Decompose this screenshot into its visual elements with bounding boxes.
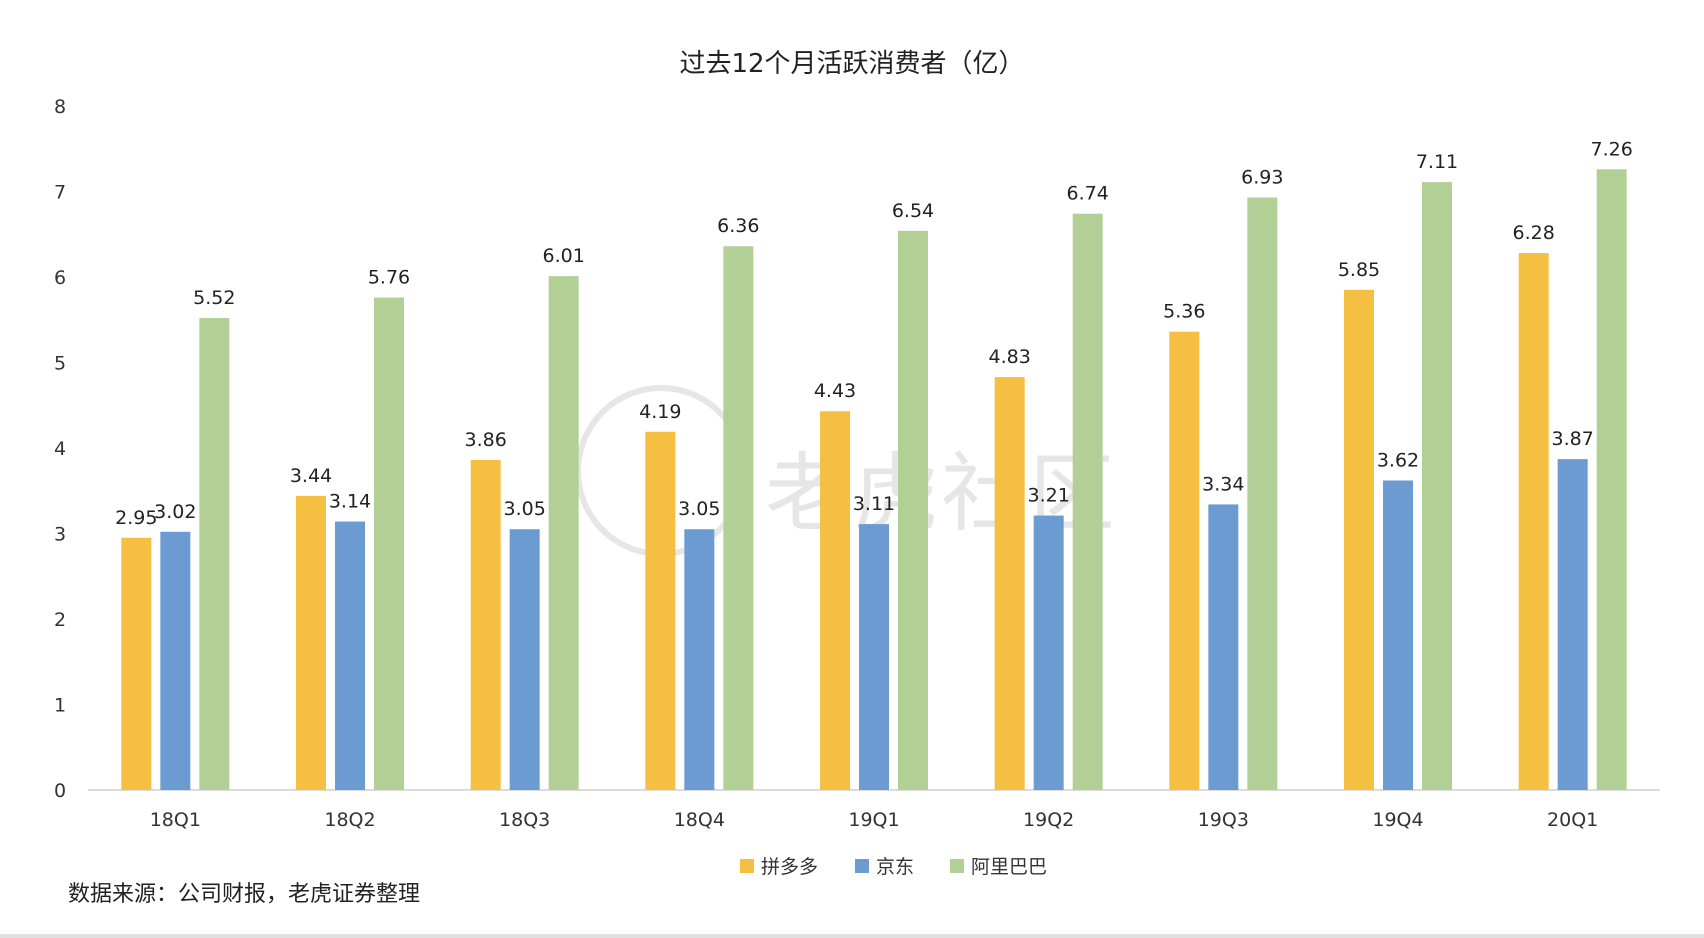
legend-swatch (950, 859, 964, 873)
data-label: 6.28 (1513, 222, 1555, 244)
bar (994, 377, 1025, 790)
legend: 拼多多 京东 阿里巴巴 (740, 856, 1047, 878)
y-tick-label: 1 (54, 695, 66, 717)
bar (374, 297, 404, 790)
bar (548, 276, 579, 790)
data-label: 3.11 (853, 493, 895, 515)
data-label: 4.43 (814, 380, 856, 402)
bar (160, 531, 191, 790)
bar (1383, 480, 1413, 790)
y-tick-label: 4 (54, 438, 66, 460)
chart-title: 过去12个月活跃消费者（亿） (679, 49, 1024, 79)
y-tick-label: 3 (54, 524, 66, 546)
bar (1169, 331, 1200, 790)
bar (898, 230, 928, 790)
bar (723, 246, 754, 791)
data-label: 3.05 (504, 498, 546, 520)
data-label: 7.26 (1591, 138, 1633, 160)
x-tick-label: 18Q2 (324, 809, 375, 831)
bar (1422, 182, 1452, 791)
bar (296, 495, 326, 790)
x-tick-label: 18Q3 (499, 809, 550, 831)
data-label: 3.87 (1552, 428, 1594, 450)
data-label: 2.95 (115, 507, 157, 529)
bar (1033, 515, 1064, 790)
data-label: 7.11 (1416, 151, 1458, 173)
y-axis: 0 1 2 3 4 5 6 7 8 (54, 96, 66, 802)
y-tick-label: 8 (54, 96, 66, 118)
data-label: 6.01 (543, 245, 585, 267)
legend-label: 阿里巴巴 (971, 856, 1047, 878)
data-labels: 2.95 3.44 3.86 4.19 4.43 4.83 5.36 5.85 6.28 3.02… (115, 138, 1633, 529)
x-tick-label: 19Q3 (1198, 809, 1249, 831)
bar (1557, 459, 1588, 790)
legend-swatch (855, 859, 869, 873)
bar (820, 411, 850, 790)
y-tick-label: 0 (54, 780, 66, 802)
bars (121, 169, 1627, 791)
x-tick-label: 19Q1 (848, 809, 899, 831)
data-label: 3.62 (1377, 449, 1419, 471)
y-tick-label: 7 (54, 182, 66, 204)
bar (1208, 504, 1239, 790)
data-label: 3.05 (678, 498, 720, 520)
data-label: 3.14 (329, 491, 371, 513)
bar (121, 537, 152, 790)
data-label: 3.44 (290, 465, 332, 487)
data-label: 3.21 (1028, 485, 1070, 507)
x-tick-label: 19Q4 (1372, 809, 1423, 831)
x-tick-label: 18Q1 (150, 809, 201, 831)
bar (859, 524, 889, 790)
data-label: 3.34 (1202, 473, 1244, 495)
x-tick-label: 18Q4 (674, 809, 725, 831)
x-axis: 18Q1 18Q2 18Q3 18Q4 19Q1 19Q2 19Q3 19Q4 20Q1 (88, 789, 1660, 831)
y-tick-label: 6 (54, 267, 66, 289)
bar (509, 529, 540, 790)
data-label: 3.86 (465, 429, 507, 451)
data-label: 6.74 (1067, 183, 1109, 205)
y-tick-label: 2 (54, 609, 66, 631)
bar (335, 521, 365, 790)
bar (199, 318, 230, 790)
bar (1247, 197, 1278, 791)
bar (684, 529, 715, 790)
bar (1072, 213, 1103, 791)
source-note: 数据来源：公司财报，老虎证券整理 (68, 882, 421, 907)
y-tick-label: 5 (54, 353, 66, 375)
data-label: 6.54 (892, 200, 934, 222)
bottom-divider (0, 934, 1704, 938)
data-label: 5.76 (368, 267, 410, 289)
legend-label: 拼多多 (761, 856, 818, 878)
data-label: 5.85 (1338, 259, 1380, 281)
legend-swatch (740, 859, 754, 873)
bar (645, 431, 676, 790)
bar (1596, 169, 1627, 790)
x-tick-label: 19Q2 (1023, 809, 1074, 831)
data-label: 5.52 (193, 287, 235, 309)
legend-label: 京东 (876, 856, 914, 878)
data-label: 6.93 (1241, 166, 1283, 188)
bar (1344, 289, 1374, 790)
data-label: 4.83 (989, 346, 1031, 368)
data-label: 5.36 (1163, 301, 1205, 323)
x-tick-label: 20Q1 (1547, 809, 1598, 831)
bar (470, 459, 501, 790)
data-label: 6.36 (717, 215, 759, 237)
bar (1518, 253, 1549, 790)
data-label: 4.19 (639, 401, 681, 423)
data-label: 3.02 (154, 501, 196, 523)
